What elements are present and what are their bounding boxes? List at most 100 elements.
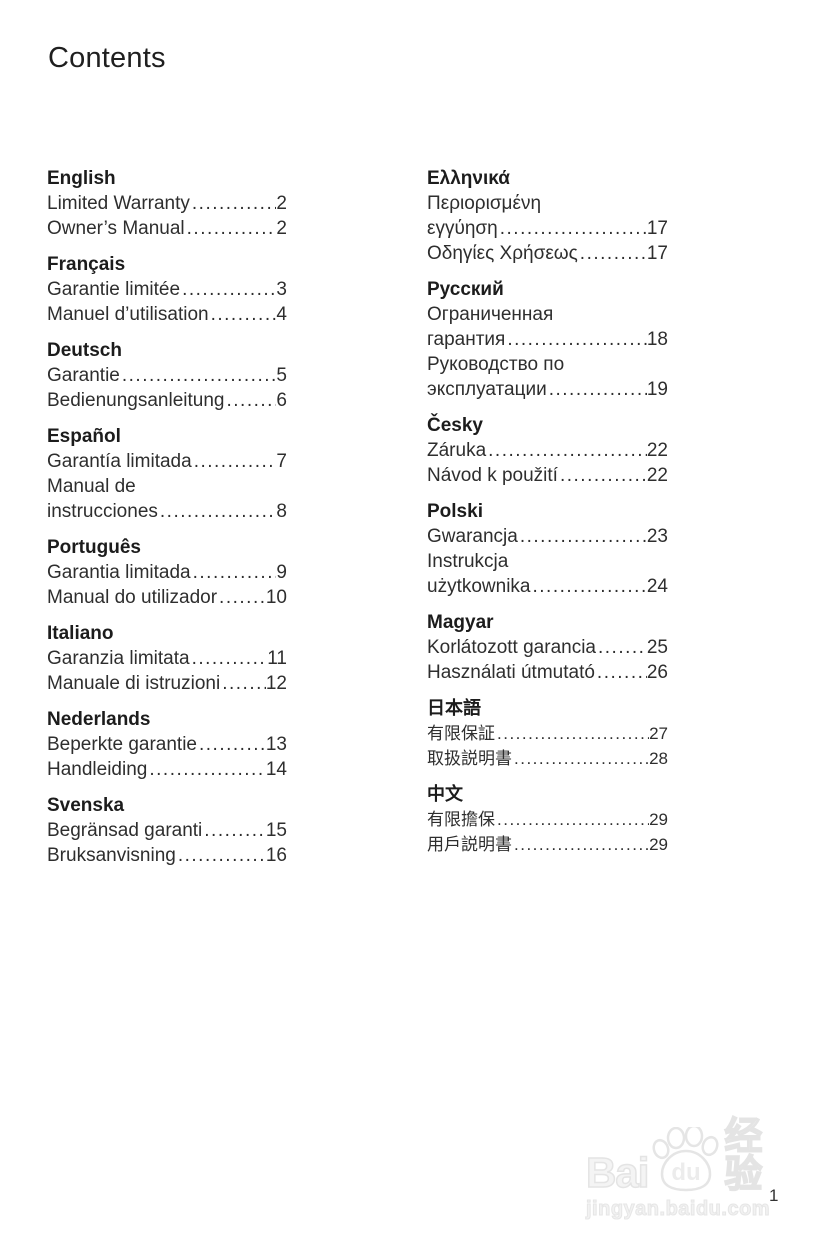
toc-entry: Руководство по — [427, 352, 668, 377]
toc-entry-page: 17 — [646, 243, 668, 264]
leader-dots — [498, 216, 647, 241]
toc-entry: гарантия 18 — [427, 327, 668, 352]
toc-entry: Návod k použití 22 — [427, 463, 668, 488]
section-title: Español — [47, 426, 121, 447]
toc-entry-label: Használati útmutató — [427, 662, 595, 683]
section-title: Magyar — [427, 612, 494, 633]
toc-entry-label: Manuale di istruzioni — [47, 673, 221, 694]
section-title: Polski — [427, 501, 483, 522]
toc-entry-page: 29 — [649, 835, 668, 854]
section-title: Svenska — [47, 795, 125, 816]
leader-dots — [512, 746, 649, 771]
leader-dots — [120, 363, 277, 388]
section-title: 中文 — [427, 784, 463, 804]
toc-entry-label: Garantía limitada — [47, 451, 192, 472]
toc-entry-page: 18 — [646, 329, 668, 350]
section-title: Deutsch — [47, 340, 122, 361]
toc-entry-page: 17 — [646, 218, 668, 239]
toc-entry: 有限保証 27 — [427, 721, 668, 746]
toc-entry-page: 8 — [276, 501, 287, 522]
toc-entry: Οδηγίες Χρήσεως 17 — [427, 241, 668, 266]
toc-entry-label: Korlátozott garancia — [427, 637, 596, 658]
toc-entry-page: 19 — [646, 379, 668, 400]
toc-entry: Περιορισμένη — [427, 191, 668, 216]
leader-dots — [217, 585, 266, 610]
toc-entry-label: Ограниченная — [427, 304, 554, 325]
leader-dots — [180, 277, 276, 302]
page-title: Contents — [48, 42, 166, 74]
toc-entry-label: Garanzia limitata — [47, 648, 190, 669]
toc-entry-label: 用戶説明書 — [427, 835, 512, 854]
toc-entry-label: Owner’s Manual — [47, 218, 185, 239]
toc-entry-label: Beperkte garantie — [47, 734, 197, 755]
toc-entry: εγγύηση 17 — [427, 216, 668, 241]
leader-dots — [596, 635, 647, 660]
toc-entry: Manuel d’utilisation 4 — [47, 302, 287, 327]
toc-entry-page: 10 — [265, 587, 287, 608]
toc-entry: Limited Warranty 2 — [47, 191, 287, 216]
toc-entry-label: instrucciones — [47, 501, 158, 522]
toc-entry: Garantía limitada 7 — [47, 449, 287, 474]
leader-dots — [202, 818, 266, 843]
toc-entry-label: Bedienungsanleitung — [47, 390, 225, 411]
toc-entry-label: 有限保証 — [427, 724, 495, 743]
section-title: Česky — [427, 415, 483, 436]
toc-entry-label: Gwarancja — [427, 526, 518, 547]
toc-entry-label: użytkownika — [427, 576, 531, 597]
toc-entry-page: 7 — [276, 451, 287, 472]
toc-entry-label: Manuel d’utilisation — [47, 304, 209, 325]
toc-entry-label: Οδηγίες Χρήσεως — [427, 243, 578, 264]
section-title: Français — [47, 254, 126, 275]
toc-entry-label: 取扱説明書 — [427, 749, 512, 768]
leader-dots — [197, 732, 266, 757]
leader-dots — [486, 438, 647, 463]
toc-entry-page: 22 — [646, 465, 668, 486]
toc-entry-page: 12 — [265, 673, 287, 694]
leader-dots — [518, 524, 647, 549]
leader-dots — [505, 327, 647, 352]
toc-entry-label: Instrukcja — [427, 551, 509, 572]
toc-entry-label: εγγύηση — [427, 218, 498, 239]
toc-entry-page: 6 — [276, 390, 287, 411]
section-title: Italiano — [47, 623, 114, 644]
toc-entry-label: Garantie — [47, 365, 120, 386]
leader-dots — [190, 646, 268, 671]
toc-entry: Garantia limitada 9 — [47, 560, 287, 585]
page-number: 1 — [769, 1186, 779, 1205]
toc-entry-page: 16 — [265, 845, 287, 866]
toc-entry-page: 28 — [649, 749, 668, 768]
toc-entry-page: 4 — [276, 304, 287, 325]
leader-dots — [531, 574, 647, 599]
toc-column-right: ΕλληνικάΠεριορισμένηεγγύηση17Οδηγίες Χρή… — [427, 166, 668, 868]
toc-entry: 取扱説明書 28 — [427, 746, 668, 771]
leader-dots — [547, 377, 647, 402]
leader-dots — [495, 807, 649, 832]
toc-entry: Használati útmutató 26 — [427, 660, 668, 685]
leader-dots — [495, 721, 649, 746]
toc-entry: Owner’s Manual 2 — [47, 216, 287, 241]
toc-entry-label: Bruksanvisning — [47, 845, 176, 866]
leader-dots — [512, 832, 649, 857]
leader-dots — [225, 388, 277, 413]
toc-entry-page: 14 — [265, 759, 287, 780]
baidu-logo-text-jingyan: 经验 — [724, 1116, 765, 1196]
section-title: Português — [47, 537, 141, 558]
section-title: Ελληνικά — [427, 168, 510, 189]
toc-entry: Manual do utilizador 10 — [47, 585, 287, 610]
section-title: 日本語 — [427, 698, 481, 718]
baidu-logo-text-du: du — [672, 1159, 701, 1186]
toc-entry-page: 13 — [265, 734, 287, 755]
leader-dots — [595, 660, 647, 685]
table-of-contents: English Limited Warranty 2 Owner’s Manual 2 F… — [47, 166, 668, 868]
toc-entry: Ограниченная — [427, 302, 668, 327]
toc-entry-page: 5 — [276, 365, 287, 386]
toc-entry-page: 15 — [265, 820, 287, 841]
toc-entry-label: Begränsad garanti — [47, 820, 203, 841]
toc-entry: Gwarancja 23 — [427, 524, 668, 549]
toc-entry-label: гарантия — [427, 329, 506, 350]
toc-entry-label: Manual do utilizador — [47, 587, 218, 608]
toc-entry: Manuale di istruzioni 12 — [47, 671, 287, 696]
toc-entry: эксплуатации 19 — [427, 377, 668, 402]
baidu-logo-text-bai: Bai — [585, 1149, 650, 1196]
